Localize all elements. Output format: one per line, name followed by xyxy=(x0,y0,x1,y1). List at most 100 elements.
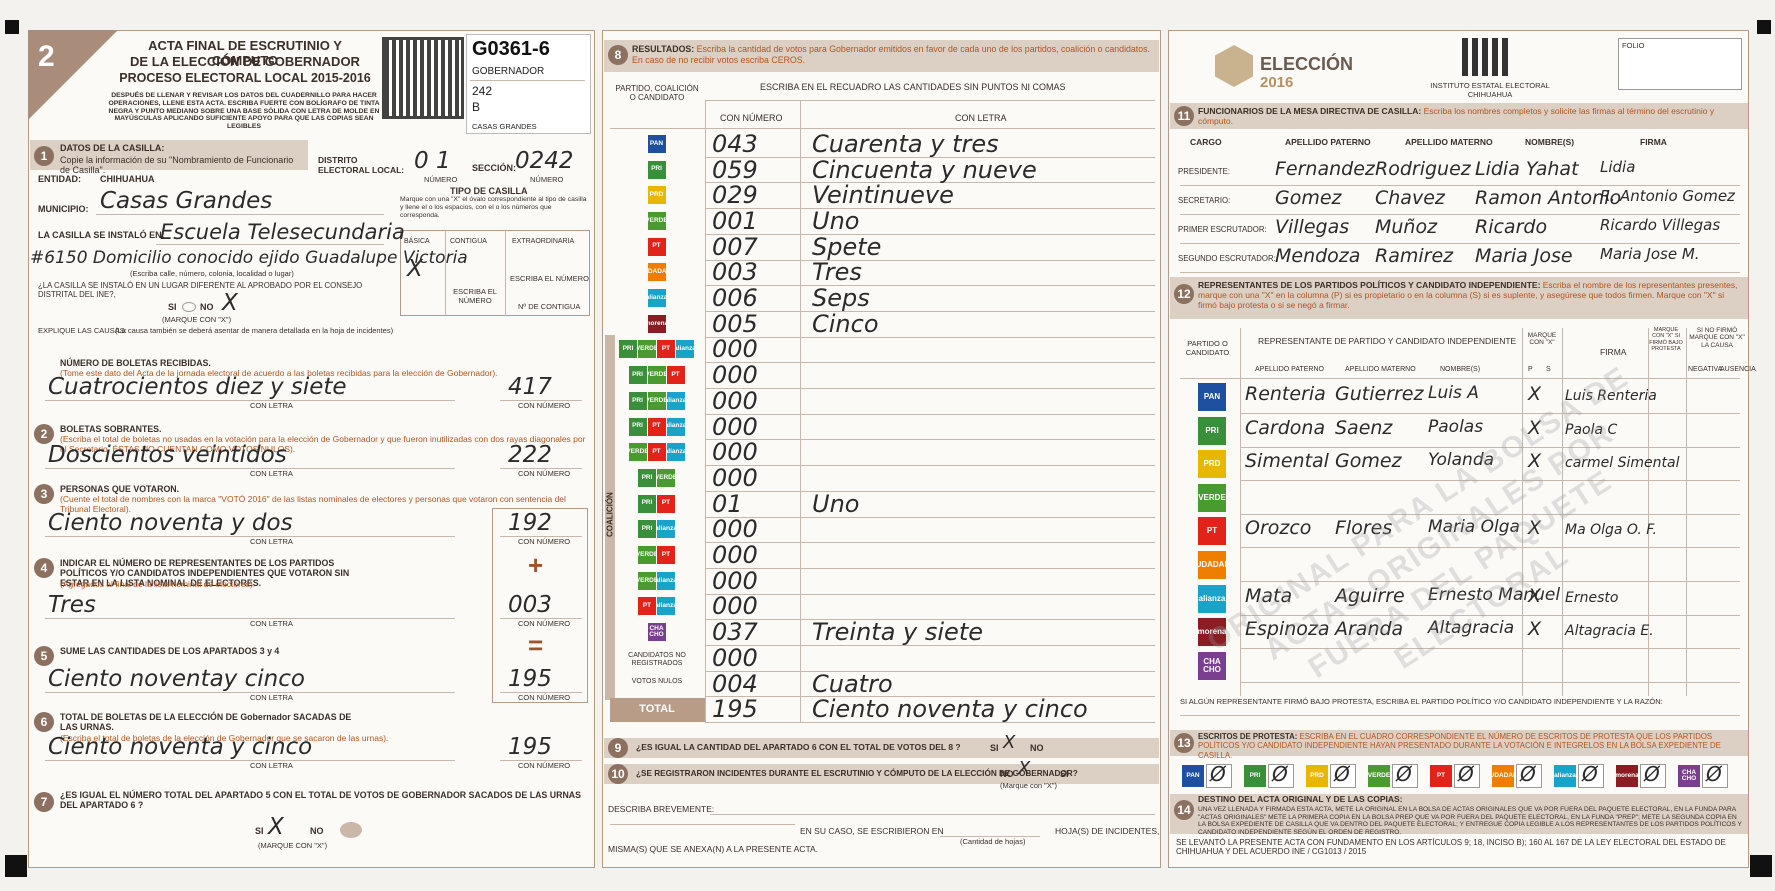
representative-name: Aguirre xyxy=(1335,584,1405,607)
party-logo: PRD xyxy=(1198,450,1226,479)
official-name: Fernandez xyxy=(1275,158,1375,180)
official-name: Mendoza xyxy=(1275,245,1361,267)
rule-line xyxy=(1240,446,1740,448)
section-number: 13 xyxy=(1174,733,1194,753)
rule-line xyxy=(705,259,1155,261)
column-header: APELLIDO PATERNO xyxy=(1285,137,1371,147)
right-panel xyxy=(1168,30,1749,868)
vote-number: 005 xyxy=(712,309,758,338)
rule-line xyxy=(705,490,1155,492)
field-caption: ESCRIBA EL NÚMERO xyxy=(510,274,589,283)
handwritten-mark: X xyxy=(1018,758,1031,779)
section-band xyxy=(1170,103,1748,129)
rule-line xyxy=(705,285,1155,287)
party-logo: PT xyxy=(666,366,685,385)
party-logo: alianza xyxy=(666,391,685,410)
signature: Paola C xyxy=(1565,421,1618,438)
representative-name: Altagracia xyxy=(1428,618,1515,639)
rule-line xyxy=(96,214,384,215)
code-type: B xyxy=(472,100,481,114)
official-name: Rodriguez xyxy=(1375,158,1471,180)
protest-count: Ø xyxy=(1644,762,1660,786)
brand-year: 2016 xyxy=(1260,74,1294,91)
protest-count: Ø xyxy=(1582,762,1598,786)
protest-count: Ø xyxy=(1706,762,1722,786)
count-note: (Tome este dato del Acta de la jornada e… xyxy=(60,368,498,378)
code-section: 242 xyxy=(472,84,493,98)
party-logo: alianza xyxy=(1554,765,1576,787)
rule-line xyxy=(705,413,1155,415)
field-caption: NÚMERO xyxy=(530,175,564,184)
field-caption: CON NÚMERO xyxy=(518,469,571,478)
rule-line xyxy=(1180,378,1740,379)
code-election: GOBERNADOR xyxy=(472,66,545,77)
section-instruction: Copie la información de su "Nombramiento… xyxy=(60,155,294,176)
form-instructions: DESPUÉS DE LLENAR Y REVISAR LOS DATOS DE… xyxy=(108,92,380,131)
rule-line xyxy=(705,208,1155,210)
party-logo: PT xyxy=(1198,517,1226,546)
form-subtitle: PROCESO ELECTORAL LOCAL 2015-2016 xyxy=(119,71,371,85)
handwritten-mark: X xyxy=(268,814,284,840)
representative-name: Gomez xyxy=(1335,450,1402,473)
party-logo: alianza xyxy=(1198,584,1226,613)
party-logo: VERDE xyxy=(1198,483,1226,512)
vote-number: 01 xyxy=(712,489,743,518)
oval xyxy=(340,822,362,838)
rule-line xyxy=(705,439,1155,441)
protest-count: Ø xyxy=(1520,762,1536,786)
rule-line xyxy=(940,836,1040,837)
rule-line xyxy=(45,536,455,537)
vote-number: 000 xyxy=(712,412,758,441)
type-instruction: Marque con una "X" el óvalo correspondie… xyxy=(400,196,587,219)
field-caption: CON NÚMERO xyxy=(518,537,571,546)
representative-name: Luis A xyxy=(1428,383,1479,403)
code-box xyxy=(466,34,591,134)
count-heading: SUME LAS CANTIDADES DE LOS APARTADOS 3 y… xyxy=(60,646,280,656)
row-label: TOTAL xyxy=(639,703,675,716)
rule-line xyxy=(705,670,1155,672)
question-text: ¿ES IGUAL LA CANTIDAD DEL APARTADO 6 CON… xyxy=(636,742,961,752)
section-band xyxy=(1170,730,1748,756)
party-logo: alianza xyxy=(647,289,666,308)
signature: carmel Simental xyxy=(1565,455,1680,472)
rule-line xyxy=(705,233,1155,235)
count-words: Ciento noventa y cinco xyxy=(48,734,313,760)
vote-number: 006 xyxy=(712,284,758,313)
field-label: LA CASILLA SE INSTALÓ EN: xyxy=(38,230,165,240)
party-logo: PRI xyxy=(628,417,647,436)
party-logo: morena xyxy=(1616,765,1638,787)
representative-name: Ernesto Manuel xyxy=(1428,584,1561,605)
count-digits: 195 xyxy=(508,666,552,692)
institute-name: INSTITUTO ESTATAL ELECTORAL CHIHUAHUA xyxy=(1430,81,1550,99)
field-caption: (Cantidad de hojas) xyxy=(960,837,1026,846)
rule-line xyxy=(500,400,582,401)
section-heading: FUNCIONARIOS DE LA MESA DIRECTIVA DE CAS… xyxy=(1198,106,1743,126)
column-subheader: P xyxy=(1528,366,1533,373)
party-logo: PT xyxy=(647,443,666,462)
section-band xyxy=(604,764,1159,784)
section-number: 3 xyxy=(34,484,54,504)
rule-line xyxy=(1522,328,1523,696)
party-logo: VERDE xyxy=(1368,765,1390,787)
section-heading: ESCRITOS DE PROTESTA: ESCRIBA EN EL CUAD… xyxy=(1198,732,1743,760)
rule-line xyxy=(705,722,1155,724)
registration-mark xyxy=(5,20,19,34)
protest-count: Ø xyxy=(1210,762,1226,786)
protest-box xyxy=(1454,764,1480,788)
section-band xyxy=(604,738,1159,758)
option-label: SI xyxy=(168,302,177,312)
question-text: ¿ES IGUAL EL NÚMERO TOTAL DEL APARTADO 5… xyxy=(60,790,582,811)
handwritten-mark: X xyxy=(222,290,238,316)
election-logo xyxy=(1215,45,1253,87)
rule-line xyxy=(500,618,582,619)
count-words: Doscientos veintidos xyxy=(48,442,287,468)
role-label: SEGUNDO ESCRUTADOR: xyxy=(1178,254,1276,263)
vote-number: 000 xyxy=(712,463,758,492)
column-header: ESCRIBA EN EL RECUADRO LAS CANTIDADES SI… xyxy=(760,82,1066,92)
section-band xyxy=(1170,277,1748,319)
coalition-label: COALICIÓN xyxy=(605,492,615,538)
field-caption: CON LETRA xyxy=(250,619,293,628)
rule-line xyxy=(1648,328,1649,696)
field-caption: (MARQUE CON "X") xyxy=(162,315,232,324)
count-heading: BOLETAS SOBRANTES. xyxy=(60,424,162,434)
